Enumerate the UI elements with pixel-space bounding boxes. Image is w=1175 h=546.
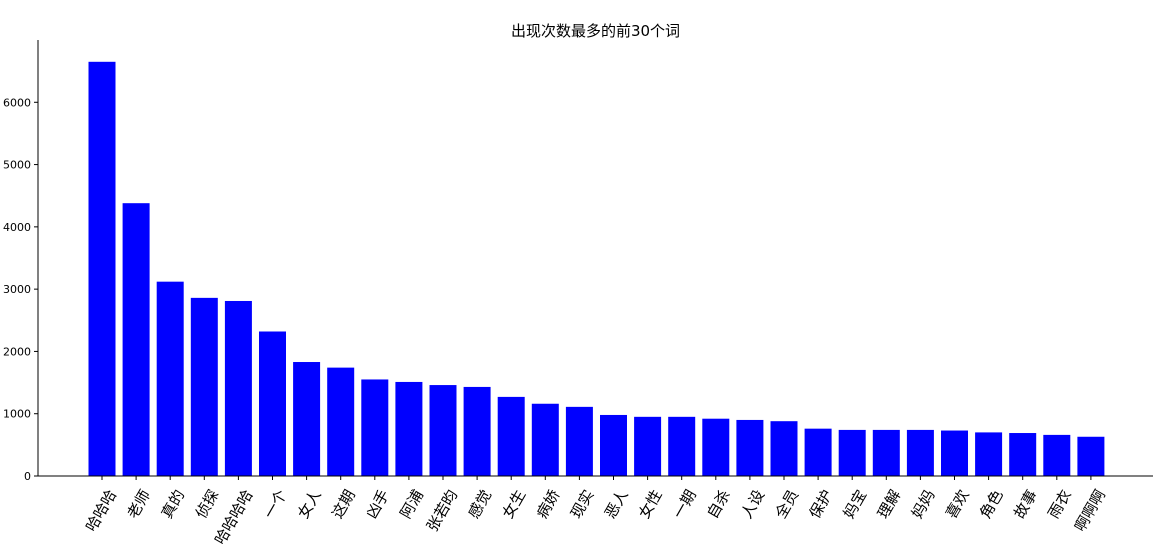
bar-12 (463, 386, 491, 476)
x-tick-label: 真的 (158, 487, 189, 522)
bar-1 (88, 61, 116, 477)
y-tick-label: 6000 (3, 96, 31, 109)
bar-4 (190, 297, 218, 476)
x-tick-label: 理解 (874, 487, 905, 522)
y-tick-label: 4000 (3, 221, 31, 234)
bar-9 (361, 379, 389, 476)
bar-23 (838, 429, 866, 476)
x-tick-label: 喜欢 (942, 487, 973, 522)
x-tick-label: 角色 (976, 487, 1007, 522)
bar-6 (259, 331, 286, 476)
y-tick-label: 0 (24, 470, 31, 483)
bar-7 (293, 362, 321, 476)
bar-2 (122, 203, 150, 476)
bar-21 (770, 421, 798, 476)
bar-18 (668, 416, 696, 476)
x-tick-label: 全员 (772, 487, 803, 522)
bar-14 (531, 403, 559, 476)
bars (88, 61, 1105, 477)
x-tick-label: 一个 (260, 487, 291, 522)
bar-22 (804, 428, 832, 476)
bar-17 (634, 416, 662, 476)
chart-title: 出现次数最多的前30个词 (511, 22, 680, 40)
x-tick-label: 啊啊啊 (1071, 487, 1109, 535)
bar-29 (1043, 434, 1071, 476)
x-tick-label: 女性 (635, 487, 666, 522)
x-tick-label: 人设 (737, 487, 768, 522)
bar-8 (327, 367, 355, 476)
x-tick-label: 雨衣 (1044, 487, 1075, 522)
x-tick-label: 女人 (294, 487, 325, 522)
bar-10 (395, 381, 423, 476)
x-tick-label: 哈哈哈 (82, 487, 120, 535)
x-tick-label: 老师 (124, 487, 155, 522)
bar-16 (600, 414, 627, 476)
x-tick-label: 凶手 (362, 487, 393, 522)
bar-30 (1077, 436, 1105, 476)
y-tick-label: 2000 (3, 345, 31, 358)
x-tick-label: 保护 (806, 487, 837, 522)
y-axis-ticks: 0 1000 2000 3000 4000 5000 6000 (3, 96, 38, 483)
bar-15 (565, 406, 593, 476)
bar-27 (975, 432, 1003, 476)
x-tick-label: 故事 (1010, 487, 1041, 522)
bar-19 (702, 418, 730, 476)
bar-25 (906, 429, 934, 476)
x-tick-label: 张若昀 (423, 487, 461, 535)
x-tick-label: 女生 (499, 487, 530, 522)
bar-20 (736, 419, 764, 476)
x-tick-label: 自杀 (703, 487, 734, 522)
x-tick-label: 恶人 (601, 487, 632, 522)
bar-28 (1009, 433, 1037, 476)
x-tick-label: 妈妈 (908, 487, 939, 522)
x-tick-label: 病娇 (533, 487, 564, 522)
x-tick-label: 妈宝 (840, 487, 871, 522)
y-tick-label: 1000 (3, 408, 31, 421)
x-tick-label: 一期 (669, 487, 700, 522)
y-tick-label: 3000 (3, 283, 31, 296)
bar-24 (872, 429, 900, 476)
x-tick-label: 感觉 (465, 487, 496, 522)
x-tick-label: 现实 (567, 487, 598, 522)
bar-5 (224, 300, 252, 476)
bar-26 (941, 430, 968, 476)
bar-3 (156, 281, 184, 476)
y-tick-label: 5000 (3, 159, 31, 172)
x-tick-label: 阿浦 (396, 487, 427, 522)
x-tick-label: 侦探 (192, 487, 223, 522)
bar-13 (497, 396, 525, 476)
x-tick-label: 这期 (328, 487, 359, 522)
bar-11 (429, 385, 457, 476)
